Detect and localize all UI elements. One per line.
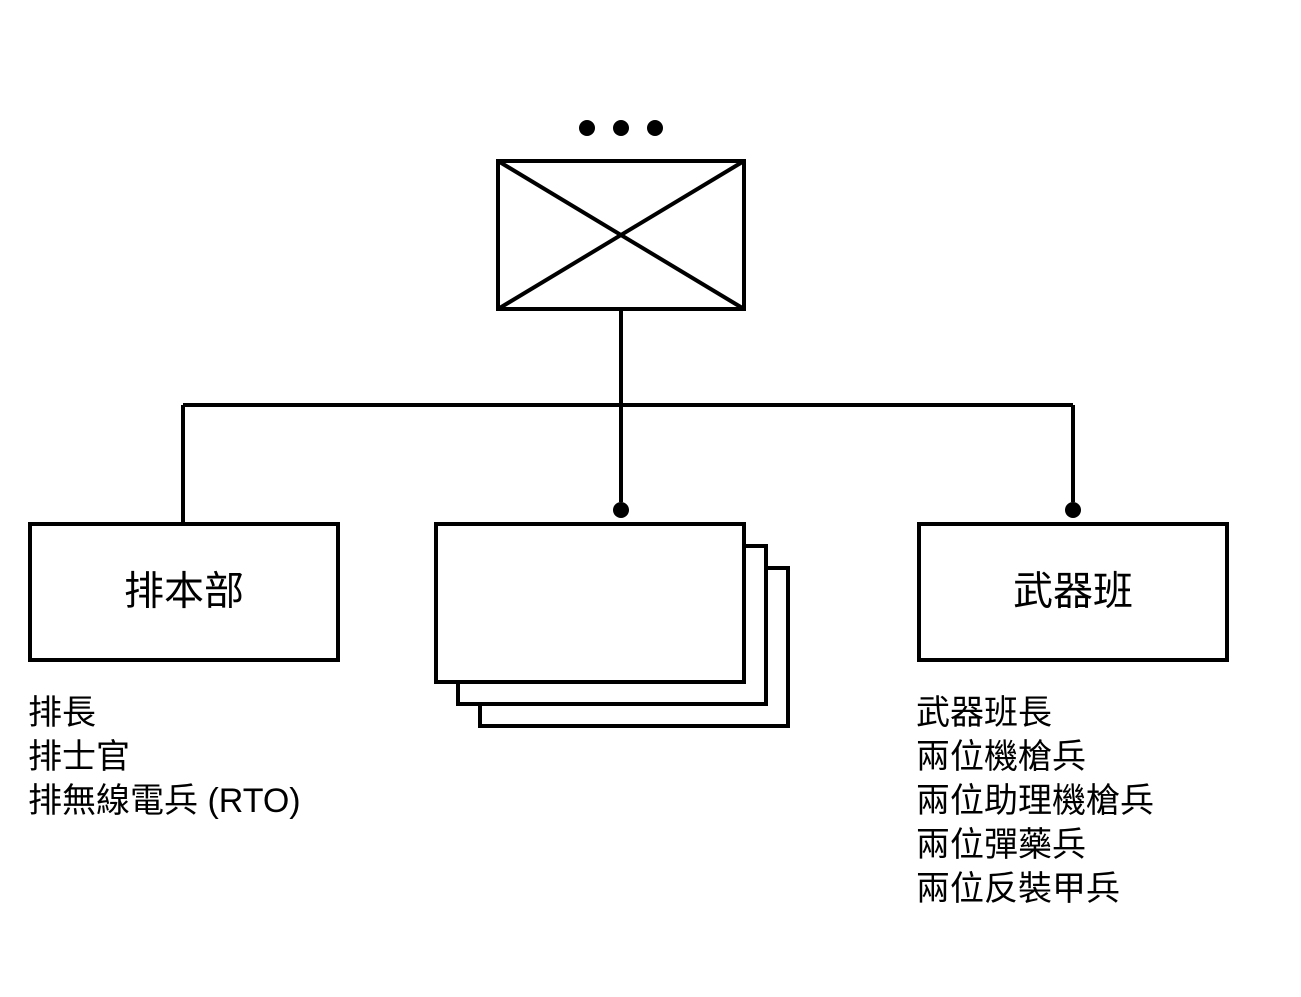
node-hq-list-item: 排無線電兵 (RTO) <box>28 782 301 820</box>
node-weapons-list-item: 武器班長 <box>916 694 1052 732</box>
node-weapons-label: 武器班 <box>1013 570 1133 614</box>
node-weapons-list-item: 兩位反裝甲兵 <box>916 870 1120 908</box>
root-unit-symbol <box>498 161 744 309</box>
org-diagram: 排本部排長排士官排無線電兵 (RTO) 武器班武器班長兩位機槍兵兩位助理機槍兵兩位… <box>0 0 1301 997</box>
node-weapons-list-item: 兩位助理機槍兵 <box>916 782 1154 820</box>
node-hq-list: 排長排士官排無線電兵 (RTO) <box>28 694 301 820</box>
node-hq: 排本部排長排士官排無線電兵 (RTO) <box>28 524 338 820</box>
node-hq-list-item: 排士官 <box>28 738 130 776</box>
node-squads <box>436 524 788 726</box>
node-weapons-list-item: 兩位彈藥兵 <box>916 826 1086 864</box>
node-weapons-list-item: 兩位機槍兵 <box>916 738 1086 776</box>
node-hq-label: 排本部 <box>124 570 244 614</box>
root-echelon-dots <box>579 120 663 136</box>
connectors <box>183 309 1081 524</box>
node-weapons: 武器班武器班長兩位機槍兵兩位助理機槍兵兩位彈藥兵兩位反裝甲兵 <box>916 524 1227 908</box>
node-weapons-list: 武器班長兩位機槍兵兩位助理機槍兵兩位彈藥兵兩位反裝甲兵 <box>916 694 1154 908</box>
node-hq-list-item: 排長 <box>28 694 96 732</box>
